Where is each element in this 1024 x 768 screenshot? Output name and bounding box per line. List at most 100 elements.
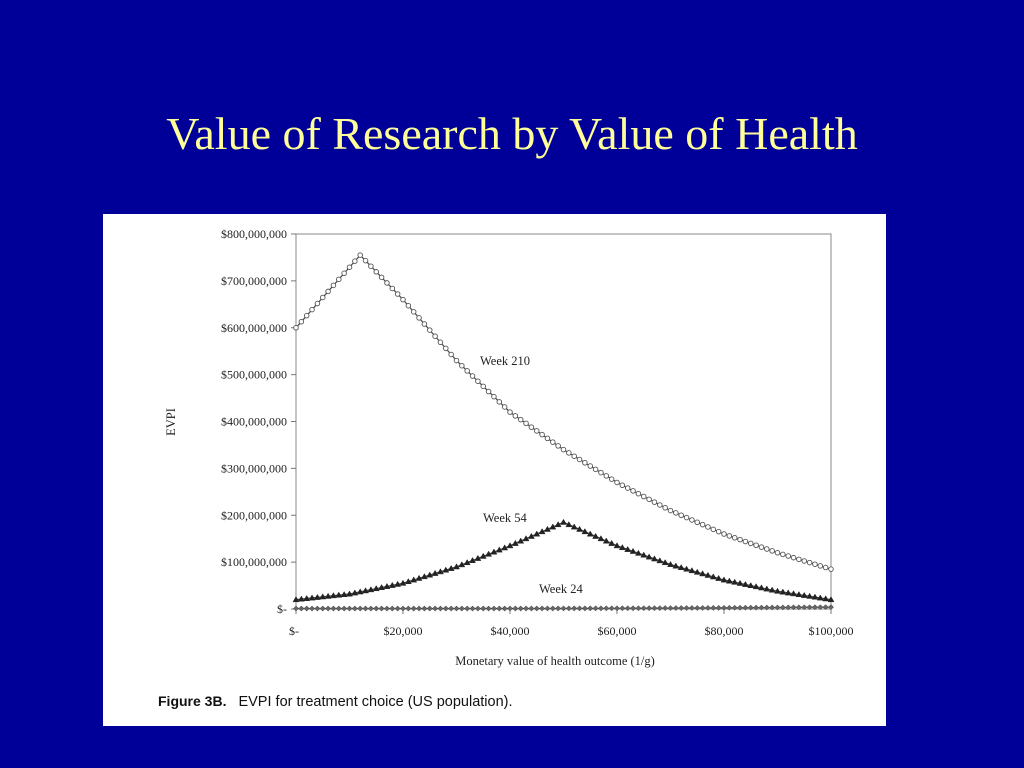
- data-point: [378, 605, 385, 612]
- data-point: [725, 577, 733, 584]
- y-tick-label: $400,000,000: [221, 415, 287, 429]
- data-point: [678, 512, 684, 519]
- data-point: [683, 565, 690, 572]
- data-point: [453, 357, 460, 364]
- data-point: [667, 605, 674, 612]
- y-axis: $- $100,000,000 $200,000,000 $300,000,000 $4…: [221, 227, 296, 616]
- data-point: [527, 532, 535, 539]
- data-point: [362, 605, 369, 612]
- data-point: [640, 605, 647, 612]
- data-point: [721, 604, 727, 611]
- plot-frame: [295, 233, 832, 610]
- data-point: [812, 561, 818, 567]
- data-point: [534, 428, 540, 434]
- x-axis: $- $20,000 $40,000 $60,000 $80,000 $100,000: [289, 609, 854, 638]
- data-point: [592, 466, 599, 473]
- data-point: [373, 269, 380, 275]
- data-point: [324, 592, 332, 599]
- data-point: [372, 585, 380, 592]
- data-point: [624, 545, 632, 552]
- data-point: [758, 584, 765, 591]
- data-point: [495, 546, 503, 553]
- data-point: [747, 604, 754, 611]
- data-point: [581, 605, 588, 612]
- data-point: [506, 542, 514, 549]
- data-point: [351, 589, 359, 596]
- data-point: [785, 604, 792, 611]
- data-point: [368, 263, 374, 269]
- data-point: [309, 306, 315, 313]
- data-point: [748, 540, 754, 547]
- data-point: [710, 604, 717, 611]
- data-point: [630, 605, 637, 612]
- data-point: [335, 605, 342, 612]
- data-point: [608, 605, 615, 612]
- data-point: [662, 605, 669, 612]
- data-point: [308, 594, 316, 601]
- x-tick-label: $100,000: [809, 624, 854, 638]
- data-point: [582, 459, 588, 466]
- data-point: [416, 315, 422, 321]
- data-point: [394, 580, 402, 587]
- data-point: [405, 302, 412, 309]
- data-point: [314, 300, 321, 307]
- data-point: [597, 605, 604, 612]
- data-point: [571, 453, 577, 459]
- y-tick-label: $800,000,000: [221, 227, 287, 241]
- data-point: [335, 591, 343, 598]
- data-point: [298, 605, 305, 612]
- data-point: [694, 519, 701, 526]
- data-point: [475, 378, 481, 384]
- data-point: [383, 582, 391, 589]
- series-week-24: [293, 604, 834, 612]
- data-point: [565, 521, 573, 528]
- data-point: [822, 604, 829, 611]
- data-point: [693, 568, 701, 575]
- data-point: [640, 551, 648, 558]
- data-point: [774, 587, 781, 594]
- data-point: [448, 605, 455, 612]
- data-point: [586, 530, 594, 537]
- data-point: [480, 605, 487, 612]
- series-label-week-210: Week 210: [480, 354, 530, 368]
- data-point: [458, 561, 466, 568]
- data-point: [790, 554, 797, 561]
- caption-label: Figure 3B.: [158, 693, 226, 709]
- data-point: [378, 584, 386, 590]
- data-point: [394, 291, 401, 297]
- y-tick-label: $600,000,000: [221, 321, 287, 335]
- data-point: [293, 324, 299, 331]
- data-point: [485, 388, 492, 395]
- data-point: [634, 549, 642, 556]
- data-point: [490, 548, 498, 555]
- data-point: [592, 532, 600, 539]
- data-point: [618, 544, 626, 551]
- data-point: [319, 294, 326, 301]
- data-point: [742, 538, 749, 545]
- data-point: [661, 559, 669, 566]
- series-week-210: [293, 252, 834, 572]
- data-point: [544, 435, 551, 442]
- data-point: [453, 563, 460, 570]
- data-point: [523, 605, 530, 612]
- data-point: [769, 604, 776, 611]
- series-week-54: [292, 518, 835, 603]
- data-point: [437, 568, 444, 575]
- y-tick-label: $100,000,000: [221, 555, 287, 569]
- data-point: [420, 573, 428, 580]
- data-point: [357, 605, 364, 612]
- data-point: [463, 559, 471, 566]
- data-point: [710, 526, 717, 533]
- data-point: [501, 544, 509, 551]
- slide-title: Value of Research by Value of Health: [166, 108, 858, 159]
- data-point: [528, 424, 535, 430]
- data-point: [330, 282, 337, 289]
- data-point: [646, 605, 653, 612]
- data-point: [672, 605, 679, 611]
- data-point: [554, 521, 562, 528]
- data-point: [319, 593, 327, 600]
- series-layer: [292, 252, 835, 612]
- data-point: [507, 409, 513, 415]
- data-point: [581, 528, 589, 535]
- y-tick-label: $300,000,000: [221, 461, 287, 475]
